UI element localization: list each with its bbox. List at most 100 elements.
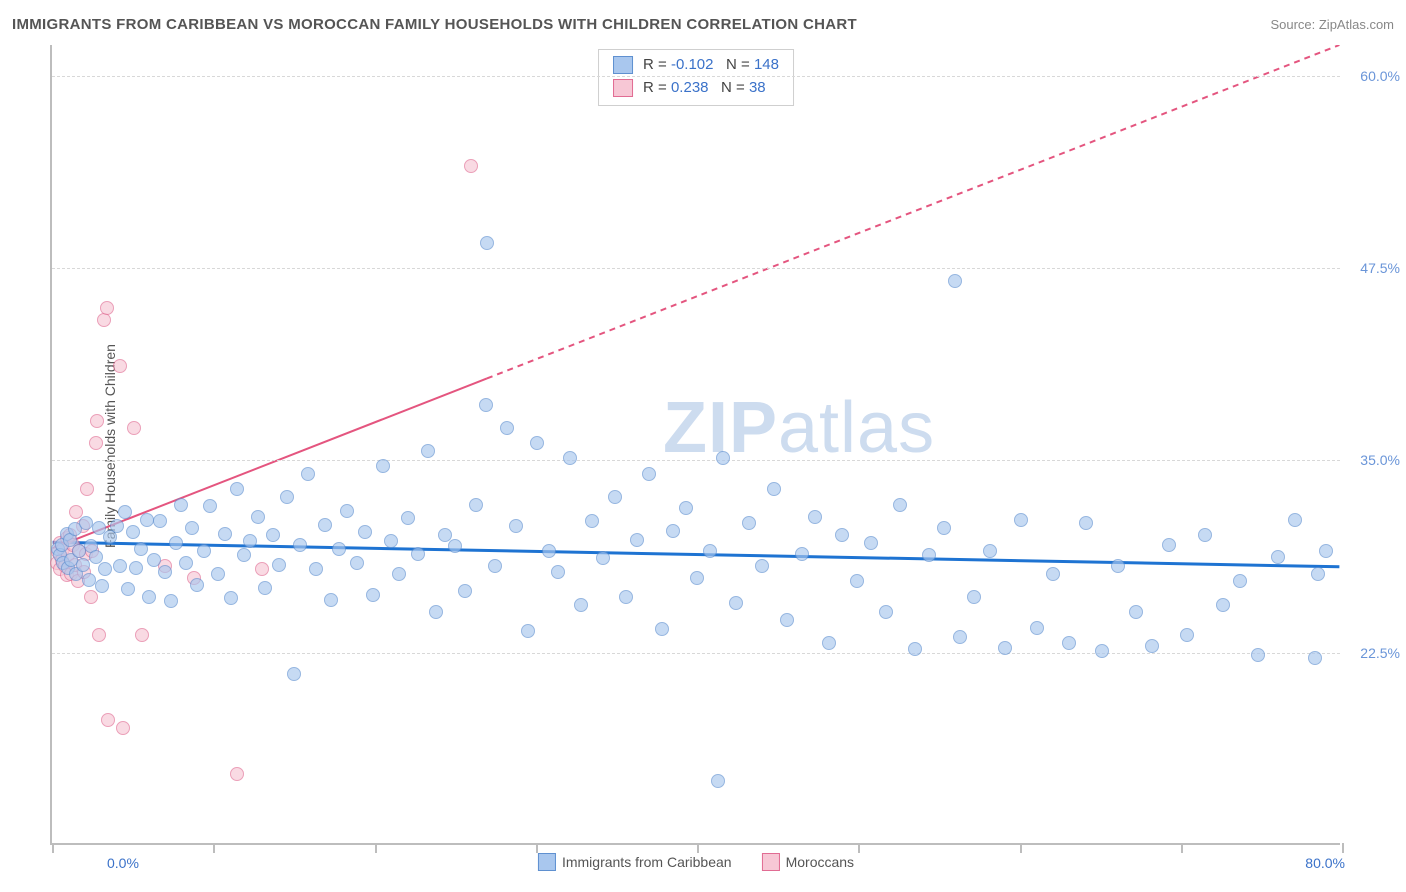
data-point <box>1251 648 1265 662</box>
data-point <box>324 593 338 607</box>
data-point <box>908 642 922 656</box>
data-point <box>84 590 98 604</box>
data-point <box>197 544 211 558</box>
data-point <box>679 501 693 515</box>
legend-label: Immigrants from Caribbean <box>562 854 732 870</box>
data-point <box>464 159 478 173</box>
data-point <box>574 598 588 612</box>
data-point <box>893 498 907 512</box>
x-tick <box>536 843 538 853</box>
x-tick <box>1020 843 1022 853</box>
data-point <box>100 301 114 315</box>
data-point <box>1095 644 1109 658</box>
data-point <box>479 398 493 412</box>
correlation-text: R = -0.102 N = 148 <box>643 54 779 77</box>
data-point <box>585 514 599 528</box>
data-point <box>101 713 115 727</box>
data-point <box>97 313 111 327</box>
x-axis-min-label: 0.0% <box>107 855 139 871</box>
data-point <box>129 561 143 575</box>
correlation-row: R = 0.238 N = 38 <box>613 77 779 100</box>
data-point <box>121 582 135 596</box>
legend-swatch <box>613 56 633 74</box>
data-point <box>332 542 346 556</box>
data-point <box>118 505 132 519</box>
data-point <box>113 359 127 373</box>
data-point <box>1162 538 1176 552</box>
data-point <box>224 591 238 605</box>
x-tick <box>1181 843 1183 853</box>
data-point <box>755 559 769 573</box>
data-point <box>169 536 183 550</box>
data-point <box>82 573 96 587</box>
watermark: ZIPatlas <box>663 387 935 469</box>
data-point <box>89 550 103 564</box>
data-point <box>251 510 265 524</box>
data-point <box>110 519 124 533</box>
data-point <box>808 510 822 524</box>
data-point <box>301 467 315 481</box>
data-point <box>1111 559 1125 573</box>
gridline <box>52 653 1340 654</box>
correlation-legend: R = -0.102 N = 148R = 0.238 N = 38 <box>598 49 794 106</box>
data-point <box>140 513 154 527</box>
data-point <box>1145 639 1159 653</box>
data-point <box>392 567 406 581</box>
source-label: Source: ZipAtlas.com <box>1270 17 1394 32</box>
data-point <box>488 559 502 573</box>
data-point <box>76 558 90 572</box>
data-point <box>500 421 514 435</box>
y-tick-label: 60.0% <box>1348 68 1400 84</box>
x-tick <box>858 843 860 853</box>
data-point <box>272 558 286 572</box>
data-point <box>1198 528 1212 542</box>
data-point <box>655 622 669 636</box>
data-point <box>530 436 544 450</box>
data-point <box>729 596 743 610</box>
data-point <box>230 767 244 781</box>
data-point <box>158 565 172 579</box>
data-point <box>1308 651 1322 665</box>
data-point <box>1271 550 1285 564</box>
data-point <box>742 516 756 530</box>
data-point <box>190 578 204 592</box>
data-point <box>211 567 225 581</box>
data-point <box>376 459 390 473</box>
data-point <box>318 518 332 532</box>
data-point <box>1062 636 1076 650</box>
data-point <box>113 559 127 573</box>
data-point <box>767 482 781 496</box>
data-point <box>79 516 93 530</box>
data-point <box>1046 567 1060 581</box>
data-point <box>458 584 472 598</box>
data-point <box>309 562 323 576</box>
data-point <box>563 451 577 465</box>
data-point <box>135 628 149 642</box>
title-bar: IMMIGRANTS FROM CARIBBEAN VS MOROCCAN FA… <box>12 10 1394 38</box>
data-point <box>619 590 633 604</box>
data-point <box>1014 513 1028 527</box>
legend-swatch <box>538 853 556 871</box>
data-point <box>366 588 380 602</box>
data-point <box>630 533 644 547</box>
y-tick-label: 22.5% <box>1348 645 1400 661</box>
data-point <box>1180 628 1194 642</box>
data-point <box>95 579 109 593</box>
data-point <box>134 542 148 556</box>
watermark-atlas: atlas <box>778 388 935 468</box>
gridline <box>52 76 1340 77</box>
data-point <box>127 421 141 435</box>
data-point <box>179 556 193 570</box>
data-point <box>690 571 704 585</box>
data-point <box>255 562 269 576</box>
data-point <box>922 548 936 562</box>
data-point <box>384 534 398 548</box>
data-point <box>937 521 951 535</box>
data-point <box>1079 516 1093 530</box>
data-point <box>542 544 556 558</box>
data-point <box>850 574 864 588</box>
data-point <box>835 528 849 542</box>
data-point <box>350 556 364 570</box>
data-point <box>480 236 494 250</box>
data-point <box>509 519 523 533</box>
